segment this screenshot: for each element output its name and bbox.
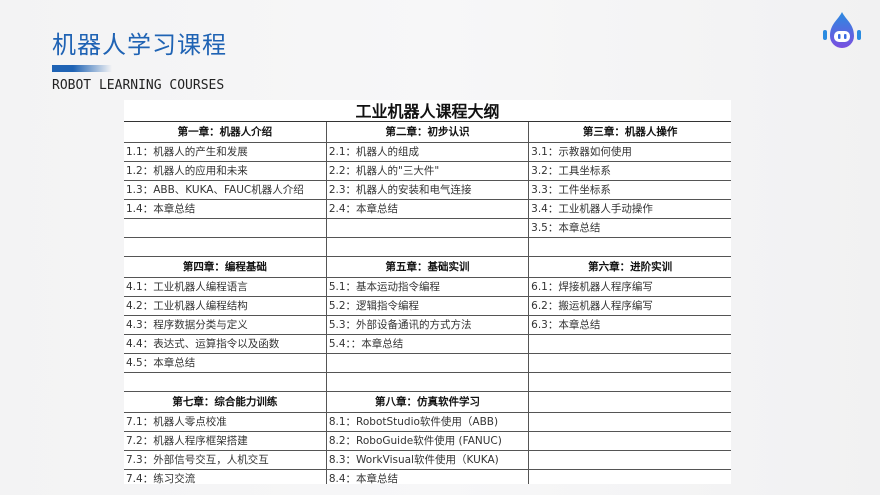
chapter-header-row: 第四章：编程基础 第五章：基础实训 第六章：进阶实训 [124, 256, 731, 278]
lesson-cell [528, 431, 731, 451]
lesson-cell: 2.2：机器人的"三大件" [326, 161, 530, 181]
lesson-cell: 4.3：程序数据分类与定义 [124, 315, 327, 335]
lesson-cell: 7.3：外部信号交互，人机交互 [124, 450, 327, 470]
table-row: 7.4：练习交流 8.4：本章总结 [124, 469, 731, 484]
lesson-cell: 5.2：逻辑指令编程 [326, 296, 530, 316]
lesson-cell: 6.3：本章总结 [528, 315, 731, 335]
lesson-cell: 8.2：RoboGuide软件使用 (FANUC) [326, 431, 530, 451]
lesson-cell [528, 412, 731, 432]
lesson-cell: 1.1：机器人的产生和发展 [124, 142, 327, 162]
lesson-cell [528, 334, 731, 354]
lesson-cell: 8.4：本章总结 [326, 469, 530, 484]
table-row: 7.2：机器人程序框架搭建 8.2：RoboGuide软件使用 (FANUC) [124, 431, 731, 451]
lesson-cell: 8.3：WorkVisual软件使用（KUKA) [326, 450, 530, 470]
table-row: 7.3：外部信号交互，人机交互 8.3：WorkVisual软件使用（KUKA) [124, 450, 731, 470]
lesson-cell: 7.1：机器人零点校准 [124, 412, 327, 432]
table-row: 4.2：工业机器人编程结构 5.2：逻辑指令编程 6.2：搬运机器人程序编写 [124, 296, 731, 316]
chapter-title [528, 391, 731, 413]
page-subtitle: ROBOT LEARNING COURSES [52, 78, 225, 93]
lesson-cell: 4.1：工业机器人编程语言 [124, 277, 327, 297]
lesson-cell: 1.2：机器人的应用和未来 [124, 161, 327, 181]
table-row: 3.5：本章总结 [124, 218, 731, 238]
chapter-title: 第四章：编程基础 [124, 256, 327, 278]
table-row: 1.4：本章总结 2.4：本章总结 3.4：工业机器人手动操作 [124, 199, 731, 219]
lesson-cell: 3.5：本章总结 [528, 218, 731, 238]
lesson-cell: 7.2：机器人程序框架搭建 [124, 431, 327, 451]
lesson-cell [124, 237, 327, 257]
lesson-cell: 3.4：工业机器人手动操作 [528, 199, 731, 219]
course-outline-table: 工业机器人课程大纲 第一章：机器人介绍 第二章：初步认识 第三章：机器人操作 1.1：… [124, 100, 731, 484]
lesson-cell: 5.1：基本运动指令编程 [326, 277, 530, 297]
lesson-cell [124, 372, 327, 392]
lesson-cell: 5.3：外部设备通讯的方式方法 [326, 315, 530, 335]
lesson-cell [326, 218, 530, 238]
lesson-cell [528, 353, 731, 373]
lesson-cell: 8.1：RobotStudio软件使用（ABB) [326, 412, 530, 432]
chapter-title: 第二章：初步认识 [326, 122, 530, 143]
lesson-cell: 4.2：工业机器人编程结构 [124, 296, 327, 316]
table-row: 7.1：机器人零点校准 8.1：RobotStudio软件使用（ABB) [124, 412, 731, 432]
chapter-title: 第三章：机器人操作 [528, 122, 731, 143]
chapter-title: 第八章：仿真软件学习 [326, 391, 530, 413]
lesson-cell [124, 218, 327, 238]
robot-logo-icon [823, 12, 861, 48]
lesson-cell: 5.4：：本章总结 [326, 334, 530, 354]
lesson-cell: 6.2：搬运机器人程序编写 [528, 296, 731, 316]
table-row: 1.2：机器人的应用和未来 2.2：机器人的"三大件" 3.2：工具坐标系 [124, 161, 731, 181]
chapter-title: 第七章：综合能力训练 [124, 391, 327, 413]
lesson-cell: 1.3：ABB、KUKA、FAUC机器人介绍 [124, 180, 327, 200]
chapter-header-row: 第一章：机器人介绍 第二章：初步认识 第三章：机器人操作 [124, 122, 731, 143]
table-row [124, 237, 731, 257]
table-row [124, 372, 731, 392]
page-title: 机器人学习课程 [52, 31, 227, 59]
lesson-cell [326, 237, 530, 257]
lesson-cell: 4.5：本章总结 [124, 353, 327, 373]
lesson-cell: 6.1：焊接机器人程序编写 [528, 277, 731, 297]
lesson-cell: 3.1：示教器如何使用 [528, 142, 731, 162]
chapter-header-row: 第七章：综合能力训练 第八章：仿真软件学习 [124, 391, 731, 413]
chapter-title: 第一章：机器人介绍 [124, 122, 327, 143]
lesson-cell: 2.1：机器人的组成 [326, 142, 530, 162]
lesson-cell: 3.3：工件坐标系 [528, 180, 731, 200]
table-row: 1.1：机器人的产生和发展 2.1：机器人的组成 3.1：示教器如何使用 [124, 142, 731, 162]
lesson-cell: 4.4：表达式、运算指令以及函数 [124, 334, 327, 354]
chapter-title: 第五章：基础实训 [326, 256, 530, 278]
table-row: 1.3：ABB、KUKA、FAUC机器人介绍 2.3：机器人的安装和电气连接 3.3… [124, 180, 731, 200]
accent-bar [52, 65, 112, 72]
lesson-cell: 7.4：练习交流 [124, 469, 327, 484]
lesson-cell [528, 372, 731, 392]
lesson-cell [326, 372, 530, 392]
lesson-cell: 2.3：机器人的安装和电气连接 [326, 180, 530, 200]
table-row: 4.1：工业机器人编程语言 5.1：基本运动指令编程 6.1：焊接机器人程序编写 [124, 277, 731, 297]
lesson-cell: 3.2：工具坐标系 [528, 161, 731, 181]
table-row: 4.3：程序数据分类与定义 5.3：外部设备通讯的方式方法 6.3：本章总结 [124, 315, 731, 335]
lesson-cell [326, 353, 530, 373]
chapter-title: 第六章：进阶实训 [528, 256, 731, 278]
lesson-cell: 2.4：本章总结 [326, 199, 530, 219]
table-row: 4.5：本章总结 [124, 353, 731, 373]
table-row: 4.4：表达式、运算指令以及函数 5.4：：本章总结 [124, 334, 731, 354]
lesson-cell [528, 450, 731, 470]
lesson-cell [528, 469, 731, 484]
table-title: 工业机器人课程大纲 [124, 100, 731, 122]
lesson-cell: 1.4：本章总结 [124, 199, 327, 219]
lesson-cell [528, 237, 731, 257]
